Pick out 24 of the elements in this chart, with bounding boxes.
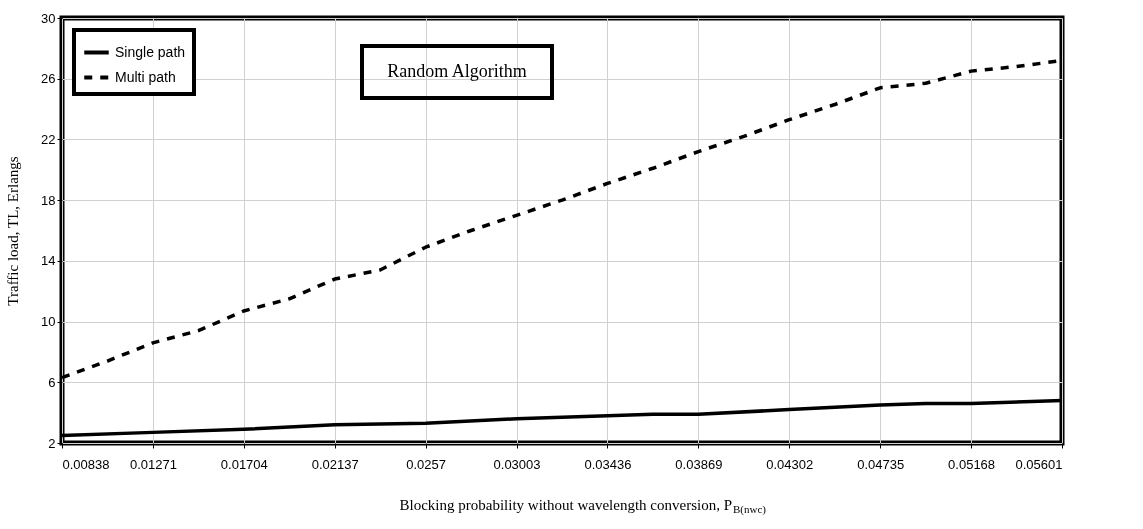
- x-tick-label: 0.01704: [220, 456, 268, 472]
- x-tick-label: 0.03436: [584, 456, 632, 472]
- legend-label: Single path: [115, 43, 186, 60]
- y-tick-label: 10: [41, 314, 56, 330]
- x-tick-label: 0.04735: [857, 456, 905, 472]
- x-tick-label: 0.02137: [311, 456, 359, 472]
- legend-label: Multi path: [115, 68, 176, 85]
- y-tick-label: 26: [41, 71, 56, 87]
- x-tick-label: 0.0257: [406, 456, 447, 472]
- x-tick-label: 0.05601: [1015, 456, 1063, 472]
- y-tick-label: 30: [41, 10, 56, 26]
- x-tick-label: 0.05168: [948, 456, 996, 472]
- y-tick-label: 14: [41, 253, 56, 269]
- x-tick-label: 0.04302: [766, 456, 814, 472]
- y-axis-title: Traffic load, TL, Erlangs: [5, 156, 22, 306]
- x-tick-label: 0.03003: [493, 456, 541, 472]
- y-tick-label: 22: [41, 131, 56, 147]
- x-tick-label: 0.03869: [675, 456, 723, 472]
- y-tick-label: 2: [48, 435, 56, 451]
- x-tick-label: 0.01271: [129, 456, 177, 472]
- y-tick-label: 18: [41, 192, 56, 208]
- x-tick-label: 0.00838: [62, 456, 110, 472]
- annotation: Random Algorithm: [387, 61, 527, 81]
- y-tick-label: 6: [48, 374, 56, 390]
